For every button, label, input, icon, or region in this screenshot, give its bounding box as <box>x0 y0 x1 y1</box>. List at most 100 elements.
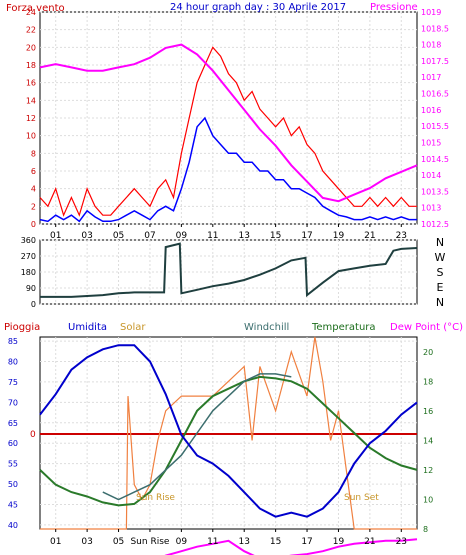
rain-zero-label: 0 <box>30 430 36 440</box>
direction-y-tick: 180 <box>21 268 36 277</box>
x-tick-label: 01 <box>50 537 61 547</box>
x-tick-label: 09 <box>176 231 188 241</box>
x-tick-label: 15 <box>270 537 281 547</box>
humidity-y-tick: 50 <box>8 480 18 489</box>
compass-letter: W <box>435 251 446 264</box>
wind-y-tick: 20 <box>26 43 36 52</box>
pressure-y-tick: 1016 <box>421 106 441 115</box>
wind-y-tick: 6 <box>31 167 36 176</box>
dewpoint-line <box>164 538 418 555</box>
wind-average-line <box>39 116 417 223</box>
x-tick-label: 09 <box>176 537 188 547</box>
pressure-y-tick: 1019 <box>421 8 441 17</box>
direction-panel-ticks: 0 90 180 270 360 <box>21 236 36 309</box>
humidity-y-tick: 80 <box>8 358 18 367</box>
wind-direction-line <box>40 242 418 298</box>
wind-panel-right-ticks: 1012.5 1013 1013.5 1014 1014.5 1015 1015.5 1016… <box>421 8 449 229</box>
wind-y-tick: 22 <box>26 26 36 35</box>
solar-label: Solar <box>120 322 146 333</box>
wind-y-tick: 16 <box>26 79 36 88</box>
wind-panel-series <box>39 43 418 223</box>
pressure-y-tick: 1015 <box>421 138 441 147</box>
dewpoint-label: Dew Point (°C) <box>390 322 463 333</box>
sunset-annotation: Sun Set <box>344 493 379 503</box>
x-tick-label: 03 <box>81 537 92 547</box>
wind-panel-x-ticks: 01 03 05 07 09 11 13 15 17 19 21 23 <box>50 224 407 241</box>
wind-y-tick: 10 <box>26 132 36 141</box>
compass-letter: N <box>436 236 444 249</box>
x-tick-label: 11 <box>207 537 218 547</box>
temperature-y-tick: 14 <box>423 436 433 445</box>
wind-y-tick: 14 <box>26 96 36 105</box>
compass-letter: S <box>437 266 444 279</box>
wind-y-tick: 0 <box>31 220 36 229</box>
wind-y-tick: 12 <box>26 114 36 123</box>
pressure-y-tick: 1017 <box>421 73 441 82</box>
x-tick-label: 23 <box>396 231 407 241</box>
humidity-label: Umidita <box>68 322 107 333</box>
x-tick-label: 19 <box>333 231 345 241</box>
humidity-y-tick: 65 <box>8 419 18 428</box>
pressure-y-tick: 1018 <box>421 41 441 50</box>
solar-line <box>40 336 417 530</box>
x-tick-label: 15 <box>270 231 281 241</box>
x-tick-label: 13 <box>238 537 249 547</box>
x-tick-label: Sun Rise <box>130 537 169 547</box>
pressure-y-tick: 1016.5 <box>421 90 449 99</box>
temperature-y-tick: 16 <box>423 407 433 416</box>
x-tick-label: 23 <box>396 537 407 547</box>
direction-y-tick: 360 <box>21 236 36 245</box>
x-tick-label: 21 <box>364 537 375 547</box>
temperature-y-tick: 8 <box>423 525 428 534</box>
rain-label: Pioggia <box>4 322 40 333</box>
sunrise-annotation: Sun Rise <box>136 493 175 503</box>
temperature-panel-right-ticks: 8 10 12 14 16 18 20 <box>423 348 433 534</box>
windchill-line <box>102 373 292 501</box>
wind-y-tick: 8 <box>31 149 36 158</box>
humidity-y-tick: 75 <box>8 378 18 387</box>
temperature-panel-series <box>39 336 418 555</box>
compass-letter: E <box>437 281 444 294</box>
pressure-label: Pressione <box>370 2 418 13</box>
wind-force-label: Forza vento <box>6 3 65 14</box>
temperature-y-tick: 10 <box>423 495 433 504</box>
wind-y-tick: 4 <box>31 185 36 194</box>
temperature-line <box>39 375 418 507</box>
direction-panel-series <box>40 242 418 298</box>
pressure-y-tick: 1013.5 <box>421 187 449 196</box>
wind-y-tick: 2 <box>31 202 36 211</box>
x-tick-label: 07 <box>144 231 155 241</box>
x-tick-label: 19 <box>333 537 345 547</box>
compass-letter: N <box>436 296 444 309</box>
pressure-y-tick: 1018.5 <box>421 24 449 33</box>
temperature-y-tick: 12 <box>423 466 433 475</box>
chart-title: 24 hour graph day : 30 Aprile 2017 <box>170 2 346 13</box>
windchill-label: Windchill <box>244 322 289 333</box>
pressure-y-tick: 1012.5 <box>421 220 449 229</box>
x-tick-label: 21 <box>364 231 375 241</box>
x-tick-label: 17 <box>301 231 312 241</box>
x-tick-label: 13 <box>238 231 249 241</box>
temperature-label: Temperatura <box>311 322 376 333</box>
pressure-y-tick: 1014.5 <box>421 155 449 164</box>
humidity-y-tick: 55 <box>8 460 18 469</box>
wind-y-tick: 18 <box>26 61 36 70</box>
temperature-y-tick: 20 <box>423 348 433 357</box>
x-tick-label: 17 <box>301 537 312 547</box>
pressure-line <box>39 43 418 203</box>
x-tick-label: 03 <box>81 231 92 241</box>
temperature-panel-left-ticks: 40 45 50 55 60 65 70 75 80 85 <box>8 337 18 530</box>
temperature-panel-x-ticks: 01 03 05 Sun Rise 09 11 13 15 17 19 21 23 <box>50 529 407 547</box>
direction-y-tick: 270 <box>21 252 36 261</box>
direction-y-tick: 90 <box>26 284 36 293</box>
pressure-y-tick: 1017.5 <box>421 57 449 66</box>
pressure-y-tick: 1013 <box>421 204 441 213</box>
x-tick-label: 05 <box>113 231 124 241</box>
x-tick-label: 01 <box>50 231 61 241</box>
humidity-y-tick: 70 <box>8 398 18 407</box>
pressure-y-tick: 1014 <box>421 171 441 180</box>
x-tick-label: 05 <box>113 537 124 547</box>
